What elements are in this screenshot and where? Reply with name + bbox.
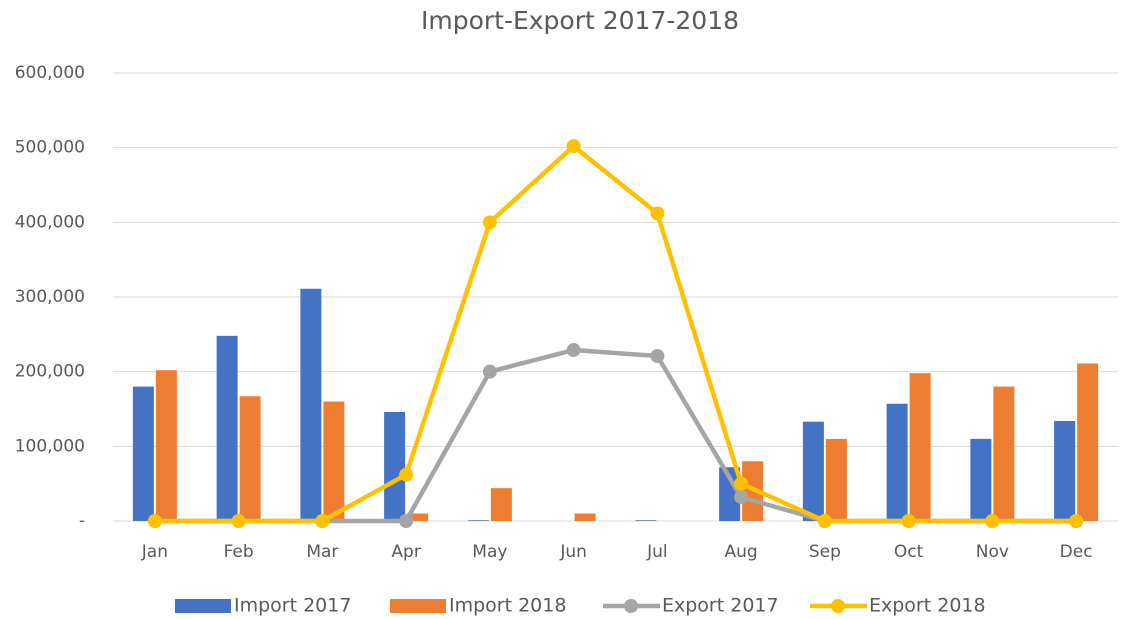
x-tick-label: Jun	[559, 542, 587, 562]
bar	[467, 520, 489, 521]
x-tick-label: Oct	[894, 542, 924, 562]
marker	[650, 348, 665, 363]
x-tick-label: Mar	[306, 542, 338, 562]
bar	[825, 438, 847, 521]
bar	[635, 520, 657, 521]
x-tick-label: Jan	[141, 542, 168, 562]
x-tick-label: Nov	[976, 542, 1009, 562]
y-tick-label: 500,000	[15, 138, 85, 158]
bar	[132, 386, 154, 521]
bar	[970, 438, 992, 521]
marker	[1069, 514, 1084, 528]
marker	[734, 490, 749, 505]
marker	[901, 514, 916, 528]
legend-swatch	[175, 599, 231, 613]
bar	[216, 335, 238, 521]
marker	[231, 514, 246, 528]
bar	[155, 370, 177, 521]
legend-label: Import 2017	[234, 595, 351, 617]
bar	[384, 411, 406, 521]
bar	[993, 386, 1015, 521]
bar	[574, 513, 596, 521]
marker	[482, 215, 497, 230]
bar	[490, 488, 512, 521]
line	[154, 347, 1077, 524]
y-tick-label: 400,000	[15, 212, 85, 232]
legend-label: Import 2018	[449, 595, 566, 617]
chart-title: Import-Export 2017-2018	[421, 6, 739, 35]
bar	[407, 513, 429, 521]
marker	[147, 514, 162, 528]
bar	[1054, 420, 1076, 521]
bar	[909, 373, 931, 521]
bar	[802, 421, 824, 521]
marker	[817, 514, 832, 528]
marker	[566, 139, 581, 154]
x-tick-label: Feb	[224, 542, 254, 562]
x-tick-label: Jul	[646, 542, 668, 562]
bar	[886, 403, 908, 521]
line	[154, 143, 1077, 524]
y-tick-label: 100,000	[15, 436, 85, 456]
marker	[734, 476, 749, 491]
y-tick-label: -	[79, 511, 85, 531]
bar	[1077, 363, 1099, 521]
y-tick-label: 600,000	[15, 63, 85, 83]
marker	[399, 514, 414, 528]
bar	[323, 401, 345, 521]
marker	[650, 206, 665, 221]
marker	[315, 514, 330, 528]
x-tick-label: Dec	[1060, 542, 1093, 562]
x-tick-label: Apr	[391, 542, 420, 562]
legend-label: Export 2018	[869, 595, 986, 617]
y-tick-label: 300,000	[15, 287, 85, 307]
x-tick-label: May	[472, 542, 507, 562]
marker	[482, 364, 497, 379]
bar	[239, 396, 261, 521]
y-tick-label: 200,000	[15, 362, 85, 382]
x-tick-label: Aug	[725, 542, 758, 562]
legend-swatch	[831, 599, 845, 613]
bar	[300, 288, 322, 521]
marker	[566, 343, 581, 358]
x-tick-label: Sep	[809, 542, 841, 562]
legend-label: Export 2017	[662, 595, 779, 617]
legend-swatch	[390, 599, 446, 613]
marker	[985, 514, 1000, 528]
legend-swatch	[624, 599, 638, 613]
marker	[399, 467, 414, 482]
